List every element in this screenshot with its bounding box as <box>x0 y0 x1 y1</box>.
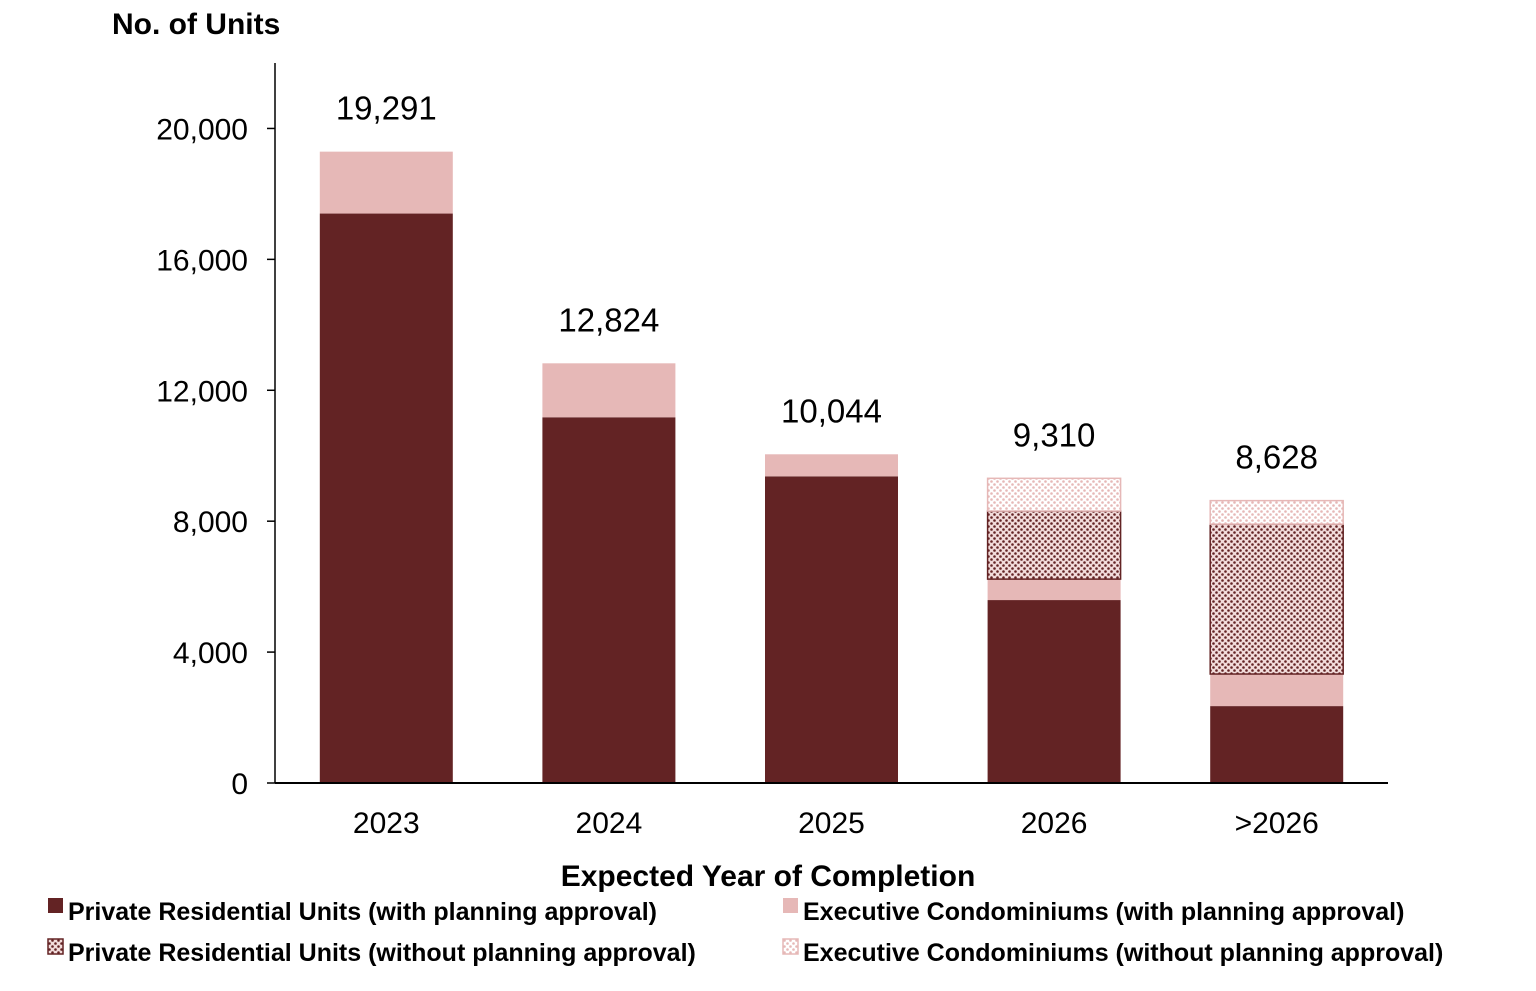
legend-label: Executive Condominiums (with planning ap… <box>803 898 1404 926</box>
y-tick-label: 8,000 <box>173 506 248 539</box>
x-tick-label: 2023 <box>353 807 420 840</box>
bar-segment-4 <box>1209 499 1344 525</box>
x-tick-label: 2024 <box>576 807 643 840</box>
y-tick-label: 4,000 <box>173 637 248 670</box>
legend-label: Private Residential Units (with planning… <box>68 898 657 926</box>
bar-segment-2 <box>319 151 453 214</box>
total-label: 12,824 <box>558 301 659 338</box>
total-label: 10,044 <box>781 392 882 429</box>
legend-swatch <box>48 898 63 913</box>
total-label: 19,291 <box>336 90 437 127</box>
legend-label: Executive Condominiums (without planning… <box>803 939 1443 967</box>
legend-swatch <box>47 938 64 955</box>
y-axis-label: No. of Units <box>112 8 280 41</box>
x-tick-label: >2026 <box>1235 807 1319 840</box>
y-tick-label: 0 <box>231 768 248 801</box>
legend-label: Private Residential Units (without plann… <box>68 939 696 967</box>
y-tick-label: 16,000 <box>156 244 248 277</box>
x-tick-label: 2026 <box>1021 807 1088 840</box>
bar-segment-1 <box>542 417 676 783</box>
legend-swatch <box>783 898 798 913</box>
bar-segment-2 <box>1210 674 1344 707</box>
bar-segment-3 <box>986 510 1122 580</box>
total-label: 9,310 <box>1013 416 1096 453</box>
x-tick-label: 2025 <box>798 807 865 840</box>
bar-segment-1 <box>1210 706 1344 783</box>
bar-segment-1 <box>319 213 453 783</box>
bar-segment-4 <box>986 477 1122 512</box>
bar-segment-2 <box>765 454 898 477</box>
y-tick-label: 20,000 <box>156 113 248 146</box>
x-axis-label: Expected Year of Completion <box>561 860 976 893</box>
bar-segment-1 <box>765 476 898 783</box>
bar-segment-2 <box>987 579 1121 601</box>
y-tick-label: 12,000 <box>156 375 248 408</box>
legend: Private Residential Units (with planning… <box>47 898 1443 967</box>
bar-segment-3 <box>1209 523 1344 675</box>
bar-segment-1 <box>987 600 1121 783</box>
bar-segment-2 <box>542 363 676 418</box>
legend-swatch <box>782 938 799 955</box>
total-label: 8,628 <box>1235 439 1318 476</box>
